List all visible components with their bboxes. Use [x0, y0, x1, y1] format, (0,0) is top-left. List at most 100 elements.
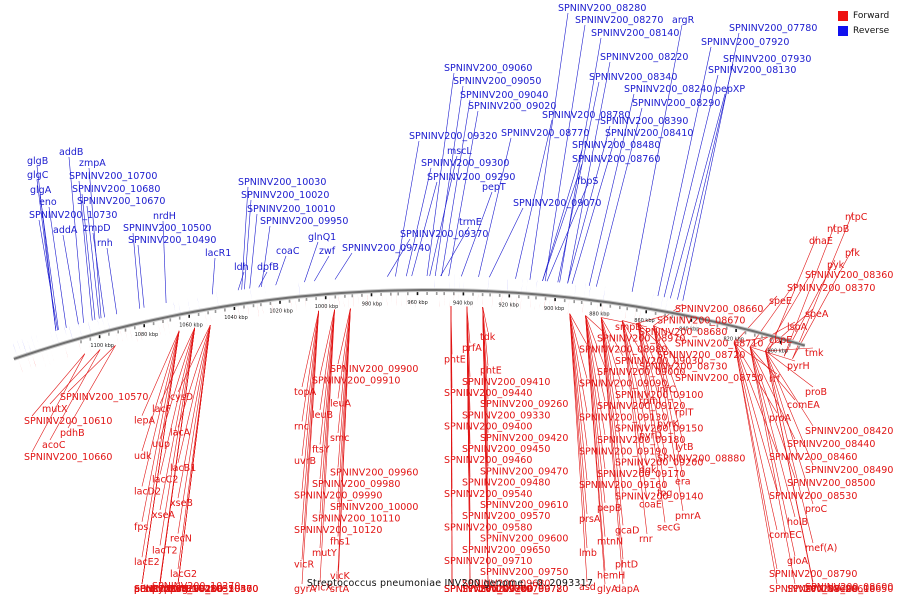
forward-leader-line: [734, 342, 778, 585]
forward-gene-label: SPNINV200_09750: [480, 567, 568, 578]
forward-gene-label: SPNINV200_10120: [294, 525, 382, 536]
reverse-feature: [721, 308, 726, 324]
reverse-gene-label: SPNINV200_10670: [77, 196, 165, 207]
forward-leader-line: [337, 308, 351, 434]
reverse-gene-label: SPNINV200_08390: [600, 116, 688, 127]
forward-gene-label: SPNINV200_08650: [805, 584, 893, 595]
forward-leader-line: [141, 330, 180, 452]
genome-backbone: [13, 288, 806, 361]
forward-leader-line: [765, 350, 814, 427]
tick-mark: [770, 338, 773, 342]
forward-leader-line: [749, 346, 796, 585]
reverse-leader-line: [441, 99, 471, 277]
forward-gene-label: SPNINV200_10270: [152, 581, 240, 592]
tick-label: 1000 kbp: [315, 304, 339, 310]
reverse-leader-line: [241, 186, 249, 290]
forward-leader-line: [466, 306, 471, 585]
reverse-leader-line: [162, 220, 167, 304]
forward-leader-line: [621, 320, 648, 535]
reverse-leader-line: [304, 241, 319, 283]
forward-gene-label: SPNINV200_08490: [805, 465, 893, 476]
forward-leader-line: [569, 313, 588, 447]
forward-gene-label: xseB: [170, 498, 193, 509]
reverse-leader-line: [440, 226, 470, 277]
forward-feature: [133, 323, 138, 343]
reverse-feature: [707, 305, 711, 321]
forward-gene-label: lytB: [675, 442, 694, 453]
forward-leader-line: [159, 327, 195, 546]
forward-leader-line: [301, 310, 319, 388]
forward-leader-line: [600, 317, 624, 492]
forward-gene-label: SPNINV200_09650: [462, 545, 550, 556]
tick-mark: [108, 332, 110, 336]
forward-leader-line: [637, 323, 666, 489]
reverse-gene-label: SPNINV200_08220: [600, 52, 688, 63]
reverse-leader-line: [36, 179, 57, 331]
reverse-gene-label: SPNINV200_09950: [260, 216, 348, 227]
forward-leader-line: [653, 325, 684, 339]
forward-leader-line: [49, 349, 101, 441]
forward-gene-label: SPNINV200_09730: [462, 584, 550, 595]
reverse-gene-label: SPNINV200_07930: [723, 54, 811, 65]
forward-feature: [338, 296, 340, 308]
forward-gene-label: SPNINV200_09610: [480, 500, 568, 511]
reverse-feature: [97, 320, 101, 331]
forward-leader-line: [569, 313, 588, 345]
tick-label: 1080 kbp: [135, 332, 159, 338]
forward-leader-line: [600, 317, 624, 585]
legend-forward: Forward: [838, 8, 889, 23]
reverse-strand-features: [12, 273, 773, 358]
tick-mark: [390, 292, 392, 296]
forward-gene-label: proC: [805, 504, 828, 515]
forward-gene-label: SPNINV200_08710: [675, 339, 763, 350]
forward-gene-label: SPNINV200_09130: [579, 412, 667, 423]
forward-feature: [676, 316, 679, 329]
forward-gene-label: SPNINV200_09900: [330, 364, 418, 375]
forward-feature: [233, 307, 236, 320]
forward-leader-line: [734, 295, 778, 344]
forward-leader-line: [792, 247, 854, 359]
reverse-leader-line: [314, 255, 330, 282]
reverse-gene-label: SPNINV200_08480: [572, 140, 660, 151]
forward-gene-label: SPNINV200_08610: [787, 584, 875, 595]
reverse-leader-line: [596, 107, 643, 287]
reverse-gene-label: SPNINV200_08770: [501, 128, 589, 139]
forward-leader-line: [301, 310, 319, 422]
forward-leader-line: [482, 307, 489, 333]
forward-strand-features: [18, 288, 792, 373]
forward-gene-label: SPNINV200_08720: [657, 350, 745, 361]
tick-mark: [453, 292, 455, 296]
forward-gene-label: lacT2: [152, 545, 178, 556]
reverse-gene-label: SPNINV200_07780: [729, 23, 817, 34]
forward-gene-label: vicX: [312, 583, 332, 594]
forward-gene-label: rnr: [639, 534, 653, 545]
forward-leader-line: [141, 330, 180, 487]
reverse-feature: [526, 278, 528, 294]
forward-leader-line: [600, 317, 624, 357]
forward-feature: [276, 301, 278, 314]
forward-leader-line: [159, 327, 195, 511]
forward-gene-label: leuB: [312, 410, 333, 421]
reverse-gene-label: zwf: [319, 246, 336, 257]
forward-leader-line: [792, 211, 854, 359]
reverse-gene-label: SPNINV200_07920: [701, 37, 789, 48]
tick-label: 940 kbp: [453, 300, 473, 306]
forward-leader-line: [159, 327, 195, 585]
forward-feature: [328, 294, 331, 311]
forward-leader-line: [585, 315, 606, 436]
forward-leader-line: [600, 317, 624, 526]
tick-mark: [243, 305, 245, 309]
forward-gene-label: SPNINV200_08980: [579, 345, 667, 356]
reverse-leader-line: [78, 180, 93, 321]
reverse-gene-label: SPNINV200_08780: [542, 110, 630, 121]
forward-gene-label: SPNINV200_09030: [615, 356, 703, 367]
forward-leader-line: [783, 223, 836, 357]
reverse-gene-label: SPNINV200_10020: [241, 190, 329, 201]
reverse-leader-line: [387, 238, 411, 277]
reverse-gene-label: SPNINV200_10030: [238, 177, 326, 188]
reverse-leader-line: [567, 125, 611, 284]
reverse-leader-line: [249, 213, 258, 289]
tick-mark: [754, 333, 756, 337]
reverse-gene-label: SPNINV200_10010: [247, 204, 335, 215]
